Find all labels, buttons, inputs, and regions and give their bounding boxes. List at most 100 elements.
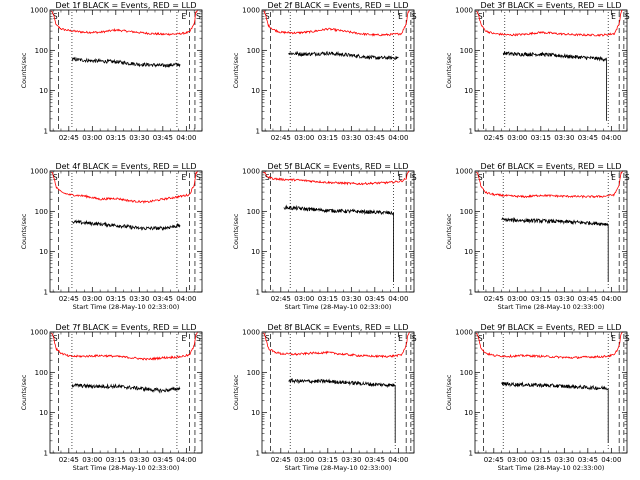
interval-marker: E — [611, 12, 616, 21]
y-tick-label: 100 — [460, 208, 473, 216]
x-axis-label: Start Time (28-May-10 02:33:00) — [285, 464, 392, 472]
x-tick-label: 02:45 — [484, 134, 504, 142]
y-tick-label: 10 — [251, 87, 260, 95]
x-tick-label: 03:15 — [106, 134, 126, 142]
x-tick-label: 04:00 — [176, 295, 196, 303]
lld-series-line — [51, 332, 198, 361]
panel-title: Det 8f BLACK = Events, RED = LLD — [267, 323, 408, 332]
x-tick-label: 03:30 — [554, 295, 574, 303]
panel-8: Det 8f BLACK = Events, RED = LLD 1 10 100 10… — [232, 323, 417, 472]
x-tick-label: 03:00 — [82, 295, 102, 303]
events-series-line — [71, 219, 181, 231]
y-tick-label: 1000 — [455, 7, 473, 15]
x-tick-label: 03:15 — [531, 134, 551, 142]
y-tick-label: 1 — [256, 289, 260, 297]
y-tick-label: 1 — [469, 128, 473, 136]
x-tick-label: 03:45 — [153, 456, 173, 464]
y-tick-label: 100 — [460, 369, 473, 377]
y-tick-label: 10 — [251, 248, 260, 256]
y-tick-label: 1000 — [242, 329, 260, 337]
x-axis-label: Start Time (28-May-10 02:33:00) — [73, 464, 180, 472]
y-axis-label: Counts/sec — [20, 374, 28, 410]
y-tick-label: 100 — [35, 369, 48, 377]
plot-frame — [474, 170, 628, 293]
y-axis-label: Counts/sec — [20, 52, 28, 88]
y-tick-label: 1000 — [455, 168, 473, 176]
y-tick-label: 1000 — [30, 168, 48, 176]
interval-marker: E — [181, 12, 186, 21]
y-tick-label: 1 — [256, 450, 260, 458]
plot-frame — [49, 331, 203, 454]
x-tick-label: 03:00 — [507, 295, 527, 303]
lld-series-line — [476, 171, 623, 199]
y-tick-label: 1 — [44, 450, 48, 458]
x-tick-label: 03:45 — [578, 456, 598, 464]
lld-series-line — [476, 10, 623, 37]
panel-1: Det 1f BLACK = Events, RED = LLD 1 10 100 10… — [20, 1, 203, 142]
lld-series-line — [263, 10, 410, 37]
x-tick-label: 03:30 — [341, 295, 361, 303]
y-tick-label: 10 — [464, 409, 473, 417]
x-tick-label: 02:45 — [271, 295, 291, 303]
plot-frame — [49, 170, 203, 293]
x-tick-label: 03:00 — [294, 134, 314, 142]
panel-7: Det 7f BLACK = Events, RED = LLD 1 10 100 10… — [20, 323, 203, 472]
events-series-line — [71, 383, 181, 394]
lld-series-line — [51, 10, 198, 36]
x-tick-label: 03:15 — [106, 295, 126, 303]
interval-marker: S — [625, 173, 630, 182]
y-tick-label: 100 — [460, 47, 473, 55]
interval-marker: E — [611, 173, 616, 182]
interval-marker: S — [265, 173, 270, 182]
plot-frame — [474, 9, 628, 132]
x-tick-label: 04:00 — [601, 295, 621, 303]
y-axis-label: Counts/sec — [232, 52, 240, 88]
y-tick-label: 100 — [247, 208, 260, 216]
x-tick-label: 03:45 — [578, 134, 598, 142]
x-tick-label: 04:00 — [601, 134, 621, 142]
y-tick-label: 10 — [39, 409, 48, 417]
interval-marker: S — [412, 334, 417, 343]
panel-title: Det 7f BLACK = Events, RED = LLD — [55, 323, 196, 332]
events-series-line — [71, 56, 181, 69]
plot-frame — [261, 170, 415, 293]
panel-4: Det 4f BLACK = Events, RED = LLD 1 10 100 10… — [20, 162, 203, 311]
panel-title: Det 1f BLACK = Events, RED = LLD — [55, 1, 196, 10]
y-tick-label: 1 — [256, 128, 260, 136]
y-axis-label: Counts/sec — [445, 374, 453, 410]
y-axis-label: Counts/sec — [445, 213, 453, 249]
y-tick-label: 10 — [464, 248, 473, 256]
y-axis-label: Counts/sec — [232, 213, 240, 249]
y-tick-label: 1 — [44, 289, 48, 297]
panel-title: Det 9f BLACK = Events, RED = LLD — [480, 323, 621, 332]
interval-marker: E — [611, 334, 616, 343]
y-tick-label: 1000 — [30, 329, 48, 337]
y-tick-label: 1000 — [242, 168, 260, 176]
x-tick-label: 03:45 — [365, 134, 385, 142]
x-tick-label: 02:45 — [484, 456, 504, 464]
interval-marker: S — [412, 173, 417, 182]
x-tick-label: 03:45 — [153, 295, 173, 303]
x-tick-label: 04:00 — [176, 456, 196, 464]
y-tick-label: 1 — [44, 128, 48, 136]
y-tick-label: 1000 — [30, 7, 48, 15]
x-tick-label: 03:30 — [129, 295, 149, 303]
lld-series-line — [263, 171, 410, 186]
x-axis-label: Start Time (28-May-10 02:33:00) — [73, 303, 180, 311]
interval-marker: S — [412, 12, 417, 21]
x-tick-label: 03:15 — [318, 295, 338, 303]
x-axis-label: Start Time (28-May-10 02:33:00) — [285, 303, 392, 311]
panel-2: Det 2f BLACK = Events, RED = LLD 1 10 100 10… — [232, 1, 417, 142]
x-tick-label: 03:00 — [82, 134, 102, 142]
y-tick-label: 10 — [39, 87, 48, 95]
events-series-line — [283, 204, 394, 282]
events-series-line — [288, 377, 396, 443]
x-tick-label: 04:00 — [176, 134, 196, 142]
panel-5: Det 5f BLACK = Events, RED = LLD 1 10 100 10… — [232, 162, 417, 311]
interval-marker: E — [181, 334, 186, 343]
x-tick-label: 03:00 — [294, 456, 314, 464]
x-tick-label: 03:00 — [82, 456, 102, 464]
y-tick-label: 100 — [35, 208, 48, 216]
events-series-line — [501, 217, 609, 282]
